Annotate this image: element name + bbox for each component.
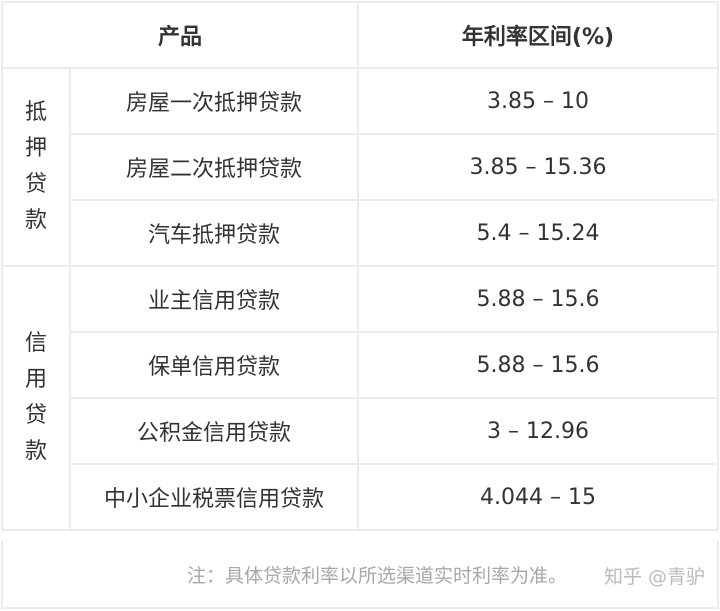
loan-rate-table: 产品 年利率区间(%) 抵 押 贷 款 房屋一次抵押贷款 3.85 – 10 房… <box>1 1 719 531</box>
product-cell: 中小企业税票信用贷款 <box>69 463 359 531</box>
table-footer: 注：具体贷款利率以所选渠道实时利率为准。 知乎 @青驴 <box>1 541 719 609</box>
table-row: 抵 押 贷 款 房屋一次抵押贷款 3.85 – 10 <box>1 67 719 267</box>
product-cell: 房屋二次抵押贷款 <box>69 133 359 201</box>
rate-cell: 5.88 – 15.6 <box>357 265 719 333</box>
table-row: 保单信用贷款 5.88 – 15.6 <box>2 331 719 399</box>
rate-cell: 3 – 12.96 <box>357 397 719 465</box>
rate-cell: 3.85 – 15.36 <box>357 133 719 201</box>
footnote: 注：具体贷款利率以所选渠道实时利率为准。 <box>186 565 567 587</box>
table-row: 汽车抵押贷款 5.4 – 15.24 <box>2 199 719 267</box>
group-char: 贷 <box>24 172 47 197</box>
header-product: 产品 <box>1 1 359 69</box>
product-cell: 汽车抵押贷款 <box>69 199 359 267</box>
table-header-row: 产品 年利率区间(%) <box>1 1 719 69</box>
table-row: 信 用 贷 款 业主信用贷款 5.88 – 15.6 <box>1 265 719 531</box>
group-char: 贷 <box>24 403 47 428</box>
product-cell: 房屋一次抵押贷款 <box>69 67 359 135</box>
rate-cell: 3.85 – 10 <box>357 67 719 135</box>
rate-cell: 5.4 – 15.24 <box>357 199 719 267</box>
rate-cell: 5.88 – 15.6 <box>357 331 719 399</box>
group-char: 款 <box>24 208 47 233</box>
group-label-mortgage: 抵 押 贷 款 <box>1 67 71 267</box>
group-char: 抵 <box>24 100 47 125</box>
watermark: 知乎 @青驴 <box>603 566 705 588</box>
product-cell: 保单信用贷款 <box>69 331 359 399</box>
group-char: 款 <box>24 439 47 464</box>
group-char: 信 <box>24 331 47 356</box>
group-label-credit: 信 用 贷 款 <box>1 265 71 531</box>
product-cell: 公积金信用贷款 <box>69 397 359 465</box>
group-char: 押 <box>24 136 47 161</box>
header-rate: 年利率区间(%) <box>357 1 719 69</box>
table-row: 公积金信用贷款 3 – 12.96 <box>2 397 719 465</box>
group-char: 用 <box>24 367 47 392</box>
table-row: 中小企业税票信用贷款 4.044 – 15 <box>2 463 719 531</box>
product-cell: 业主信用贷款 <box>69 265 359 333</box>
rate-cell: 4.044 – 15 <box>357 463 719 531</box>
table-row: 房屋二次抵押贷款 3.85 – 15.36 <box>2 133 719 201</box>
